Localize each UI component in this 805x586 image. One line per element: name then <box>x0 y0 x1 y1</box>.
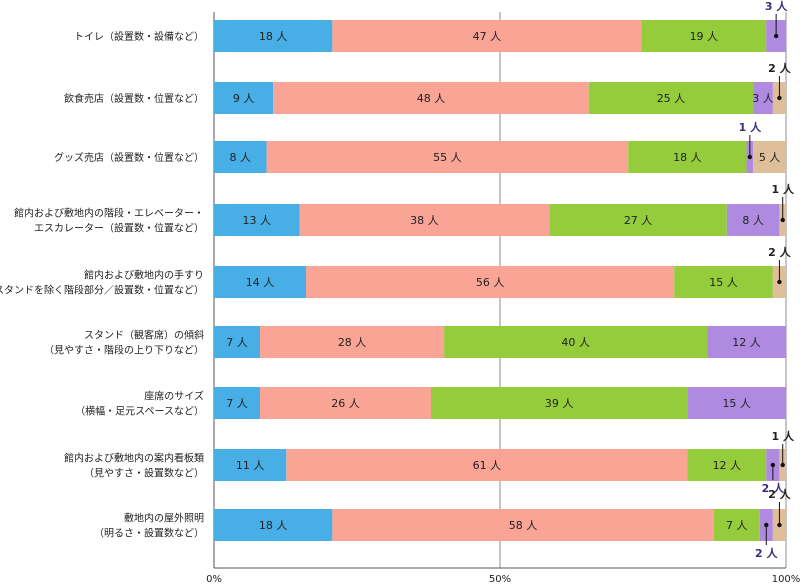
category-label: （横幅・足元スペースなど） <box>75 405 204 418</box>
bar-segment <box>444 326 708 358</box>
bar-segment <box>214 387 261 419</box>
data-label: 18 人 <box>259 30 288 43</box>
category-label: 飲食売店（設置数・位置など） <box>64 92 204 105</box>
data-label: 1 人 <box>739 120 762 134</box>
data-label: 8 人 <box>742 214 764 227</box>
category-label: 敷地内の屋外照明 <box>124 512 204 525</box>
data-label: 2 人 <box>768 487 791 501</box>
category-label: （見やすさ・設置数など） <box>84 467 204 480</box>
data-label: 19 人 <box>690 30 719 43</box>
bar-segment <box>674 266 773 298</box>
data-label: 12 人 <box>732 336 761 349</box>
category-label: （明るさ・設置数など） <box>94 527 204 540</box>
category-label: 座席のサイズ <box>144 390 204 403</box>
data-label: 13 人 <box>242 214 271 227</box>
bar-segment <box>214 449 287 481</box>
bars: 18 人 47 人 19 人 3 人 9 人 48 人 25 人 3 人 2 人 8 人 55 人 1… <box>214 0 795 560</box>
data-label: 56 人 <box>476 276 505 289</box>
bar-segment <box>214 509 333 541</box>
data-label: 2 人 <box>755 546 778 560</box>
data-label: 48 人 <box>417 92 446 105</box>
bar-segment <box>286 449 688 481</box>
bar-segment <box>726 204 780 236</box>
bar-segment <box>214 141 267 173</box>
data-label: 1 人 <box>771 429 794 443</box>
category-labels: トイレ（設置数・設備など） 飲食売店（設置数・位置など） グッズ売店（設置数・位置な… <box>0 30 204 540</box>
category-label: （見やすさ・階段の上り下りなど） <box>44 344 204 357</box>
bar-segment <box>687 387 786 419</box>
bar-segment <box>707 326 786 358</box>
category-label: グッズ売店（設置数・位置など） <box>54 151 204 164</box>
bar-segment <box>273 82 589 114</box>
data-label: 2 人 <box>768 61 791 75</box>
category-label: （スタンドを除く階段部分／設置数・位置など） <box>0 284 204 297</box>
data-label: 55 人 <box>433 151 462 164</box>
category-label: エスカレーター（設置数・位置など） <box>34 222 204 235</box>
bar-segment <box>214 82 274 114</box>
data-label: 38 人 <box>410 214 439 227</box>
bar-segment <box>713 509 760 541</box>
bar-segment <box>214 20 333 52</box>
data-label: 27 人 <box>624 214 653 227</box>
data-label: 18 人 <box>259 519 288 532</box>
data-label: 2 人 <box>768 245 791 259</box>
data-label: 14 人 <box>246 276 275 289</box>
bar-segment <box>214 266 307 298</box>
category-label: スタンド（観客席）の傾斜 <box>84 329 204 342</box>
bar-segment <box>588 82 754 114</box>
data-label: 8 人 <box>230 151 252 164</box>
data-label: 26 人 <box>331 397 360 410</box>
data-label: 2 人 <box>762 481 785 495</box>
data-label: 1 人 <box>771 182 794 196</box>
bar-segment <box>214 326 261 358</box>
data-label: 58 人 <box>509 519 538 532</box>
data-label: 7 人 <box>226 397 248 410</box>
data-label: 12 人 <box>713 459 742 472</box>
data-label: 61 人 <box>473 459 502 472</box>
data-label: 47 人 <box>473 30 502 43</box>
data-label: 9 人 <box>233 92 255 105</box>
data-label: 25 人 <box>657 92 686 105</box>
x-axis: 0% 50% 100% <box>206 574 800 585</box>
data-label: 3 人 <box>765 0 788 13</box>
bar-segment <box>260 387 431 419</box>
data-label: 7 人 <box>226 336 248 349</box>
bar-segment <box>430 387 688 419</box>
tick-label: 0% <box>206 574 222 585</box>
data-label: 7 人 <box>726 519 748 532</box>
bar-segment <box>332 509 714 541</box>
bar-segment <box>306 266 675 298</box>
bar-segment <box>753 82 773 114</box>
data-label: 3 人 <box>752 92 774 105</box>
category-label: 館内および敷地内の階段・エレベーター・ <box>14 207 204 220</box>
data-label: 28 人 <box>338 336 367 349</box>
tick-label: 50% <box>489 574 511 585</box>
data-label: 15 人 <box>709 276 738 289</box>
tick-label: 100% <box>772 574 801 585</box>
bar-segment <box>753 141 786 173</box>
data-label: 15 人 <box>722 397 751 410</box>
category-label: 館内および敷地内の手すり <box>84 269 204 282</box>
bar-segment <box>549 204 727 236</box>
category-label: 館内および敷地内の案内看板類 <box>64 452 204 465</box>
bar-segment <box>266 141 629 173</box>
bar-segment <box>641 20 767 52</box>
category-label: トイレ（設置数・設備など） <box>74 30 204 43</box>
bar-segment <box>687 449 767 481</box>
data-label: 11 人 <box>236 459 265 472</box>
data-label: 18 人 <box>673 151 702 164</box>
bar-segment <box>214 204 300 236</box>
data-label: 40 人 <box>561 336 590 349</box>
bar-segment <box>299 204 550 236</box>
data-label: 39 人 <box>545 397 574 410</box>
bar-segment <box>332 20 642 52</box>
bar-segment <box>260 326 445 358</box>
data-label: 5 人 <box>759 151 781 164</box>
bar-segment <box>628 141 747 173</box>
